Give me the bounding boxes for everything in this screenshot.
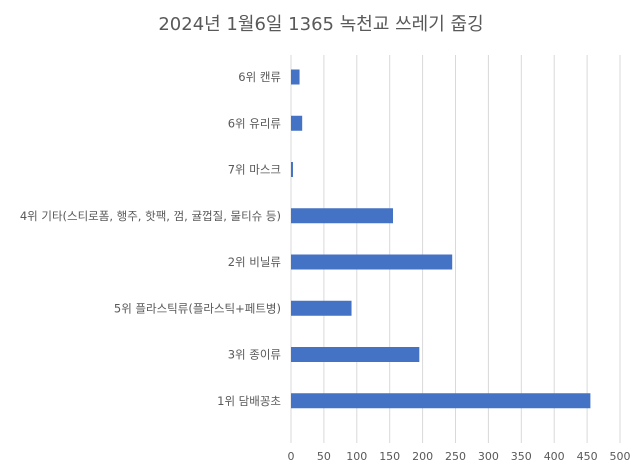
x-tick-label-5: 250 bbox=[445, 450, 466, 463]
x-tick-label-9: 450 bbox=[577, 450, 598, 463]
x-tick-label-3: 150 bbox=[379, 450, 400, 463]
x-tick-label-0: 0 bbox=[288, 450, 295, 463]
bar-3 bbox=[291, 208, 393, 224]
bar-2 bbox=[291, 162, 293, 177]
x-tick-label-8: 400 bbox=[544, 450, 565, 463]
category-label-0: 6위 캔류 bbox=[238, 70, 281, 84]
category-label-5: 5위 플라스틱류(플라스틱+페트병) bbox=[114, 301, 281, 315]
bar-0 bbox=[291, 69, 300, 85]
chart-title: 2024년 1월6일 1365 녹천교 쓰레기 줍깅 bbox=[158, 14, 484, 35]
bar-6 bbox=[291, 347, 420, 362]
x-tick-label-6: 300 bbox=[478, 450, 499, 463]
bar-1 bbox=[291, 115, 303, 131]
bar-4 bbox=[291, 254, 453, 270]
x-tick-label-10: 500 bbox=[610, 450, 631, 463]
bar-5 bbox=[291, 300, 352, 316]
category-label-6: 3위 종이류 bbox=[228, 348, 281, 362]
x-tick-label-1: 50 bbox=[317, 450, 331, 463]
category-label-1: 6위 유리류 bbox=[228, 116, 281, 130]
x-tick-label-7: 350 bbox=[511, 450, 532, 463]
category-label-7: 1위 담배꽁초 bbox=[217, 394, 281, 408]
category-label-3: 4위 기타(스티로폼, 행주, 핫팩, 껌, 귤껍질, 물티슈 등) bbox=[20, 209, 281, 223]
bar-7 bbox=[291, 393, 591, 409]
x-tick-label-4: 200 bbox=[412, 450, 433, 463]
category-label-4: 2위 비닐류 bbox=[228, 255, 281, 269]
x-tick-label-2: 100 bbox=[346, 450, 367, 463]
category-label-2: 7위 마스크 bbox=[228, 163, 281, 177]
